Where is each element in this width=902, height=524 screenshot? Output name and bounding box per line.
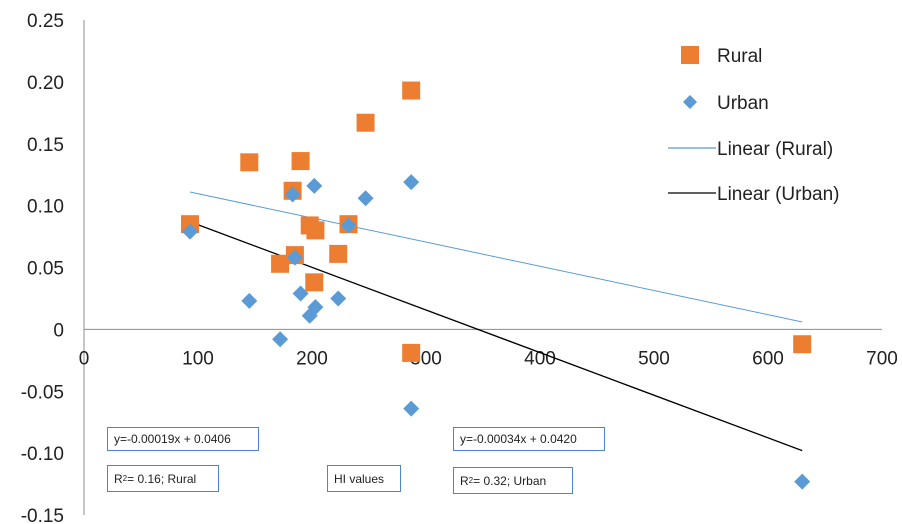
rural-equation-box: y=-0.00019x + 0.0406 (107, 427, 259, 451)
rural-point (271, 254, 290, 273)
rural-trendline (189, 191, 803, 323)
legend-rural-marker (681, 46, 699, 64)
rural-r2-rest: = 0.16; Rural (127, 471, 197, 486)
urban-series (182, 174, 811, 490)
rural-point (240, 153, 259, 172)
urban-point (403, 400, 420, 417)
legend-label: Urban (717, 93, 769, 114)
y-tick-labels: 0.25 0.20 0.15 0.10 0.05 0 -0.05 -0.10 -0.15 (21, 11, 64, 524)
x-tick-label: 400 (524, 348, 556, 369)
rural-series (181, 81, 812, 362)
rural-point (402, 81, 421, 100)
urban-point (284, 186, 301, 203)
y-tick-label: 0.25 (27, 11, 64, 32)
axis-caption: HI values (334, 471, 385, 486)
rural-point (402, 343, 421, 362)
y-tick-label: -0.05 (21, 382, 64, 403)
rural-point (793, 335, 812, 354)
x-tick-label: 200 (296, 348, 328, 369)
rural-point (305, 273, 324, 292)
urban-equation: y=-0.00034x + 0.0420 (460, 432, 577, 446)
urban-equation-box: y=-0.00034x + 0.0420 (453, 427, 605, 451)
x-tick-label: 600 (752, 348, 784, 369)
rural-r2-box: R 2 = 0.16; Rural (107, 465, 219, 492)
urban-point (292, 285, 309, 302)
urban-point (272, 331, 289, 348)
urban-r2-box: R 2 = 0.32; Urban (453, 467, 573, 494)
rural-point (291, 152, 310, 171)
y-tick-label: 0.05 (27, 259, 64, 280)
y-tick-label: -0.15 (21, 506, 64, 524)
x-tick-label: 100 (182, 348, 214, 369)
legend: Rural Urban Linear (Rural) Linear (Urban) (668, 46, 840, 205)
x-tick-label: 500 (638, 348, 670, 369)
urban-point (330, 290, 347, 307)
legend-label: Rural (717, 46, 762, 67)
legend-urban-marker (683, 95, 697, 109)
axis-caption-box: HI values (327, 465, 401, 492)
rural-point (329, 244, 348, 263)
rural-point (306, 221, 325, 240)
legend-label: Linear (Rural) (717, 139, 833, 160)
trendlines (189, 191, 803, 452)
urban-point (403, 174, 420, 191)
y-tick-label: 0.10 (27, 197, 64, 218)
rural-r2-prefix: R (114, 471, 123, 486)
urban-point (794, 473, 811, 490)
urban-r2-rest: = 0.32; Urban (473, 473, 547, 488)
y-tick-label: 0 (53, 320, 64, 341)
x-tick-label: 700 (866, 348, 898, 369)
x-tick-label: 0 (79, 348, 90, 369)
urban-point (357, 190, 374, 207)
urban-point (306, 177, 323, 194)
y-tick-label: 0.20 (27, 73, 64, 94)
y-tick-label: -0.10 (21, 444, 64, 465)
rural-point (356, 113, 375, 132)
urban-r2-sup: 2 (468, 476, 474, 485)
urban-point (340, 217, 357, 234)
urban-point (182, 223, 199, 240)
urban-point (307, 299, 324, 316)
urban-point (241, 292, 258, 309)
y-tick-label: 0.15 (27, 135, 64, 156)
urban-r2-prefix: R (460, 473, 469, 488)
x-tick-labels: 0 100 200 300 400 500 600 700 (79, 348, 898, 369)
rural-equation: y=-0.00019x + 0.0406 (114, 432, 231, 446)
rural-r2-sup: 2 (122, 474, 128, 483)
urban-point (286, 249, 303, 266)
legend-label: Linear (Urban) (717, 184, 840, 205)
